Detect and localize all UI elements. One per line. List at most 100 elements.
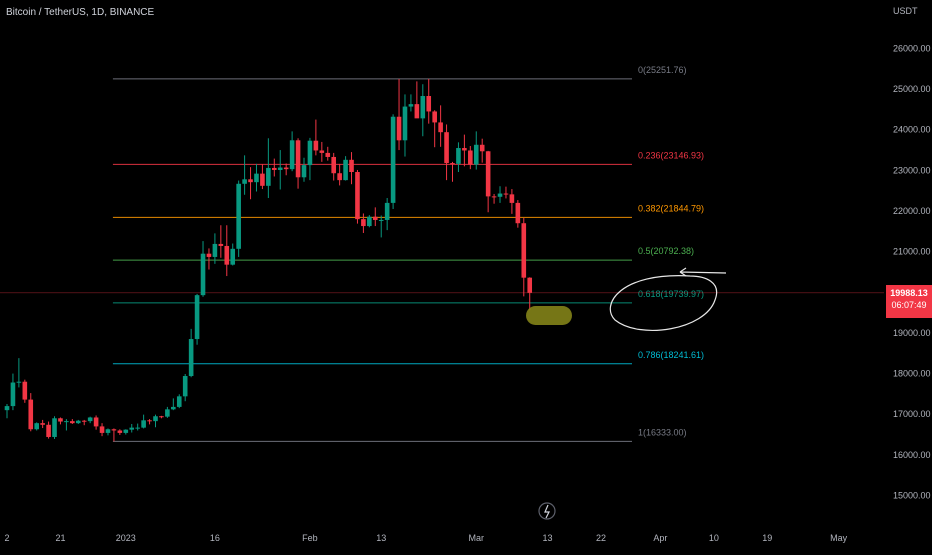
candle-body[interactable] bbox=[117, 430, 123, 433]
candle-body[interactable] bbox=[307, 140, 313, 166]
candle-body[interactable] bbox=[491, 196, 497, 198]
candle-body[interactable] bbox=[337, 173, 342, 181]
candle-body[interactable] bbox=[277, 167, 283, 170]
candle-body[interactable] bbox=[176, 396, 182, 407]
candle-body[interactable] bbox=[236, 183, 241, 249]
candle-body[interactable] bbox=[64, 421, 69, 423]
candle-body[interactable] bbox=[283, 167, 289, 170]
candle-body[interactable] bbox=[396, 116, 402, 141]
candle-body[interactable] bbox=[135, 427, 140, 429]
candle-body[interactable] bbox=[218, 243, 224, 246]
candle-body[interactable] bbox=[313, 140, 319, 151]
candle-body[interactable] bbox=[462, 148, 467, 151]
candle-body[interactable] bbox=[242, 179, 247, 184]
candle-body[interactable] bbox=[361, 219, 366, 227]
candle-body[interactable] bbox=[301, 165, 307, 178]
candle-body[interactable] bbox=[497, 193, 503, 197]
candle-body[interactable] bbox=[372, 216, 378, 220]
candle-body[interactable] bbox=[468, 150, 473, 165]
candle-body[interactable] bbox=[70, 421, 75, 424]
candle-body[interactable] bbox=[438, 122, 443, 133]
symbol-title[interactable]: Bitcoin / TetherUS, 1D, BINANCE bbox=[6, 7, 155, 18]
candle-body[interactable] bbox=[384, 202, 390, 220]
candle-body[interactable] bbox=[153, 416, 158, 422]
candle-body[interactable] bbox=[75, 420, 81, 424]
candle-body[interactable] bbox=[171, 406, 176, 410]
candle-body[interactable] bbox=[200, 253, 206, 296]
candle-body[interactable] bbox=[473, 144, 479, 165]
candle-body[interactable] bbox=[444, 132, 449, 164]
candle-body[interactable] bbox=[456, 148, 461, 164]
candle-body[interactable] bbox=[230, 248, 236, 265]
candle-body[interactable] bbox=[503, 193, 509, 195]
candle-body[interactable] bbox=[408, 104, 414, 107]
candle-body[interactable] bbox=[10, 382, 16, 407]
candle-body[interactable] bbox=[141, 420, 146, 428]
price-tick-label: 26000.00 bbox=[893, 43, 931, 53]
candle-body[interactable] bbox=[123, 429, 129, 433]
arrow-drawing[interactable] bbox=[679, 267, 727, 277]
candle-body[interactable] bbox=[319, 150, 325, 153]
candle-body[interactable] bbox=[266, 167, 271, 186]
circle-drawing[interactable] bbox=[609, 275, 718, 331]
candle-body[interactable] bbox=[147, 420, 152, 422]
candle-body[interactable] bbox=[159, 416, 164, 418]
candle-body[interactable] bbox=[515, 202, 521, 224]
candle-body[interactable] bbox=[93, 417, 99, 427]
highlight-marker[interactable] bbox=[526, 306, 572, 325]
candle-body[interactable] bbox=[426, 96, 432, 112]
candle-body[interactable] bbox=[521, 223, 527, 278]
candle-body[interactable] bbox=[165, 409, 170, 417]
candle-body[interactable] bbox=[40, 423, 45, 425]
candle-body[interactable] bbox=[22, 381, 28, 400]
candle-body[interactable] bbox=[194, 295, 200, 340]
candle-body[interactable] bbox=[325, 152, 331, 157]
candle-body[interactable] bbox=[28, 399, 34, 430]
candle-body[interactable] bbox=[367, 216, 372, 227]
candle-body[interactable] bbox=[46, 424, 51, 437]
candle-body[interactable] bbox=[254, 173, 259, 183]
candle-body[interactable] bbox=[4, 406, 10, 411]
candle-body[interactable] bbox=[206, 253, 212, 257]
candle-body[interactable] bbox=[331, 156, 336, 174]
candle-body[interactable] bbox=[81, 420, 87, 422]
candle-body[interactable] bbox=[485, 151, 491, 197]
candle-body[interactable] bbox=[105, 429, 111, 433]
candle-body[interactable] bbox=[414, 104, 420, 119]
candle-body[interactable] bbox=[420, 96, 426, 119]
candle-body[interactable] bbox=[182, 376, 188, 397]
candle-body[interactable] bbox=[450, 163, 455, 165]
candle-body[interactable] bbox=[432, 111, 437, 123]
replay-icon[interactable] bbox=[538, 502, 556, 520]
candle-body[interactable] bbox=[34, 423, 39, 430]
candle-body[interactable] bbox=[390, 116, 396, 203]
candle-body[interactable] bbox=[272, 167, 277, 170]
candle-body[interactable] bbox=[58, 418, 63, 422]
candle-body[interactable] bbox=[289, 140, 295, 170]
candle-body[interactable] bbox=[188, 339, 194, 377]
candle-body[interactable] bbox=[295, 140, 301, 178]
candle-body[interactable] bbox=[16, 381, 22, 383]
candle-body[interactable] bbox=[402, 106, 408, 141]
candle-body[interactable] bbox=[224, 245, 230, 265]
candle-body[interactable] bbox=[479, 144, 485, 152]
candle-body[interactable] bbox=[378, 219, 384, 221]
currency-label: USDT bbox=[893, 6, 918, 16]
candle-body[interactable] bbox=[509, 194, 515, 203]
candle-body[interactable] bbox=[99, 426, 105, 433]
candle-body[interactable] bbox=[111, 429, 117, 431]
candle-body[interactable] bbox=[527, 277, 533, 293]
candle-body[interactable] bbox=[129, 427, 135, 430]
candle-body[interactable] bbox=[248, 179, 253, 183]
lightning-icon bbox=[544, 504, 550, 519]
last-price-value: 19988.13 bbox=[890, 288, 928, 298]
candle-body[interactable] bbox=[355, 172, 360, 220]
candle-body[interactable] bbox=[87, 417, 93, 422]
candle-body[interactable] bbox=[260, 173, 265, 186]
candle-body[interactable] bbox=[349, 159, 354, 173]
candle-body[interactable] bbox=[343, 159, 348, 181]
candle-body[interactable] bbox=[52, 418, 57, 437]
candle-body[interactable] bbox=[212, 243, 218, 257]
